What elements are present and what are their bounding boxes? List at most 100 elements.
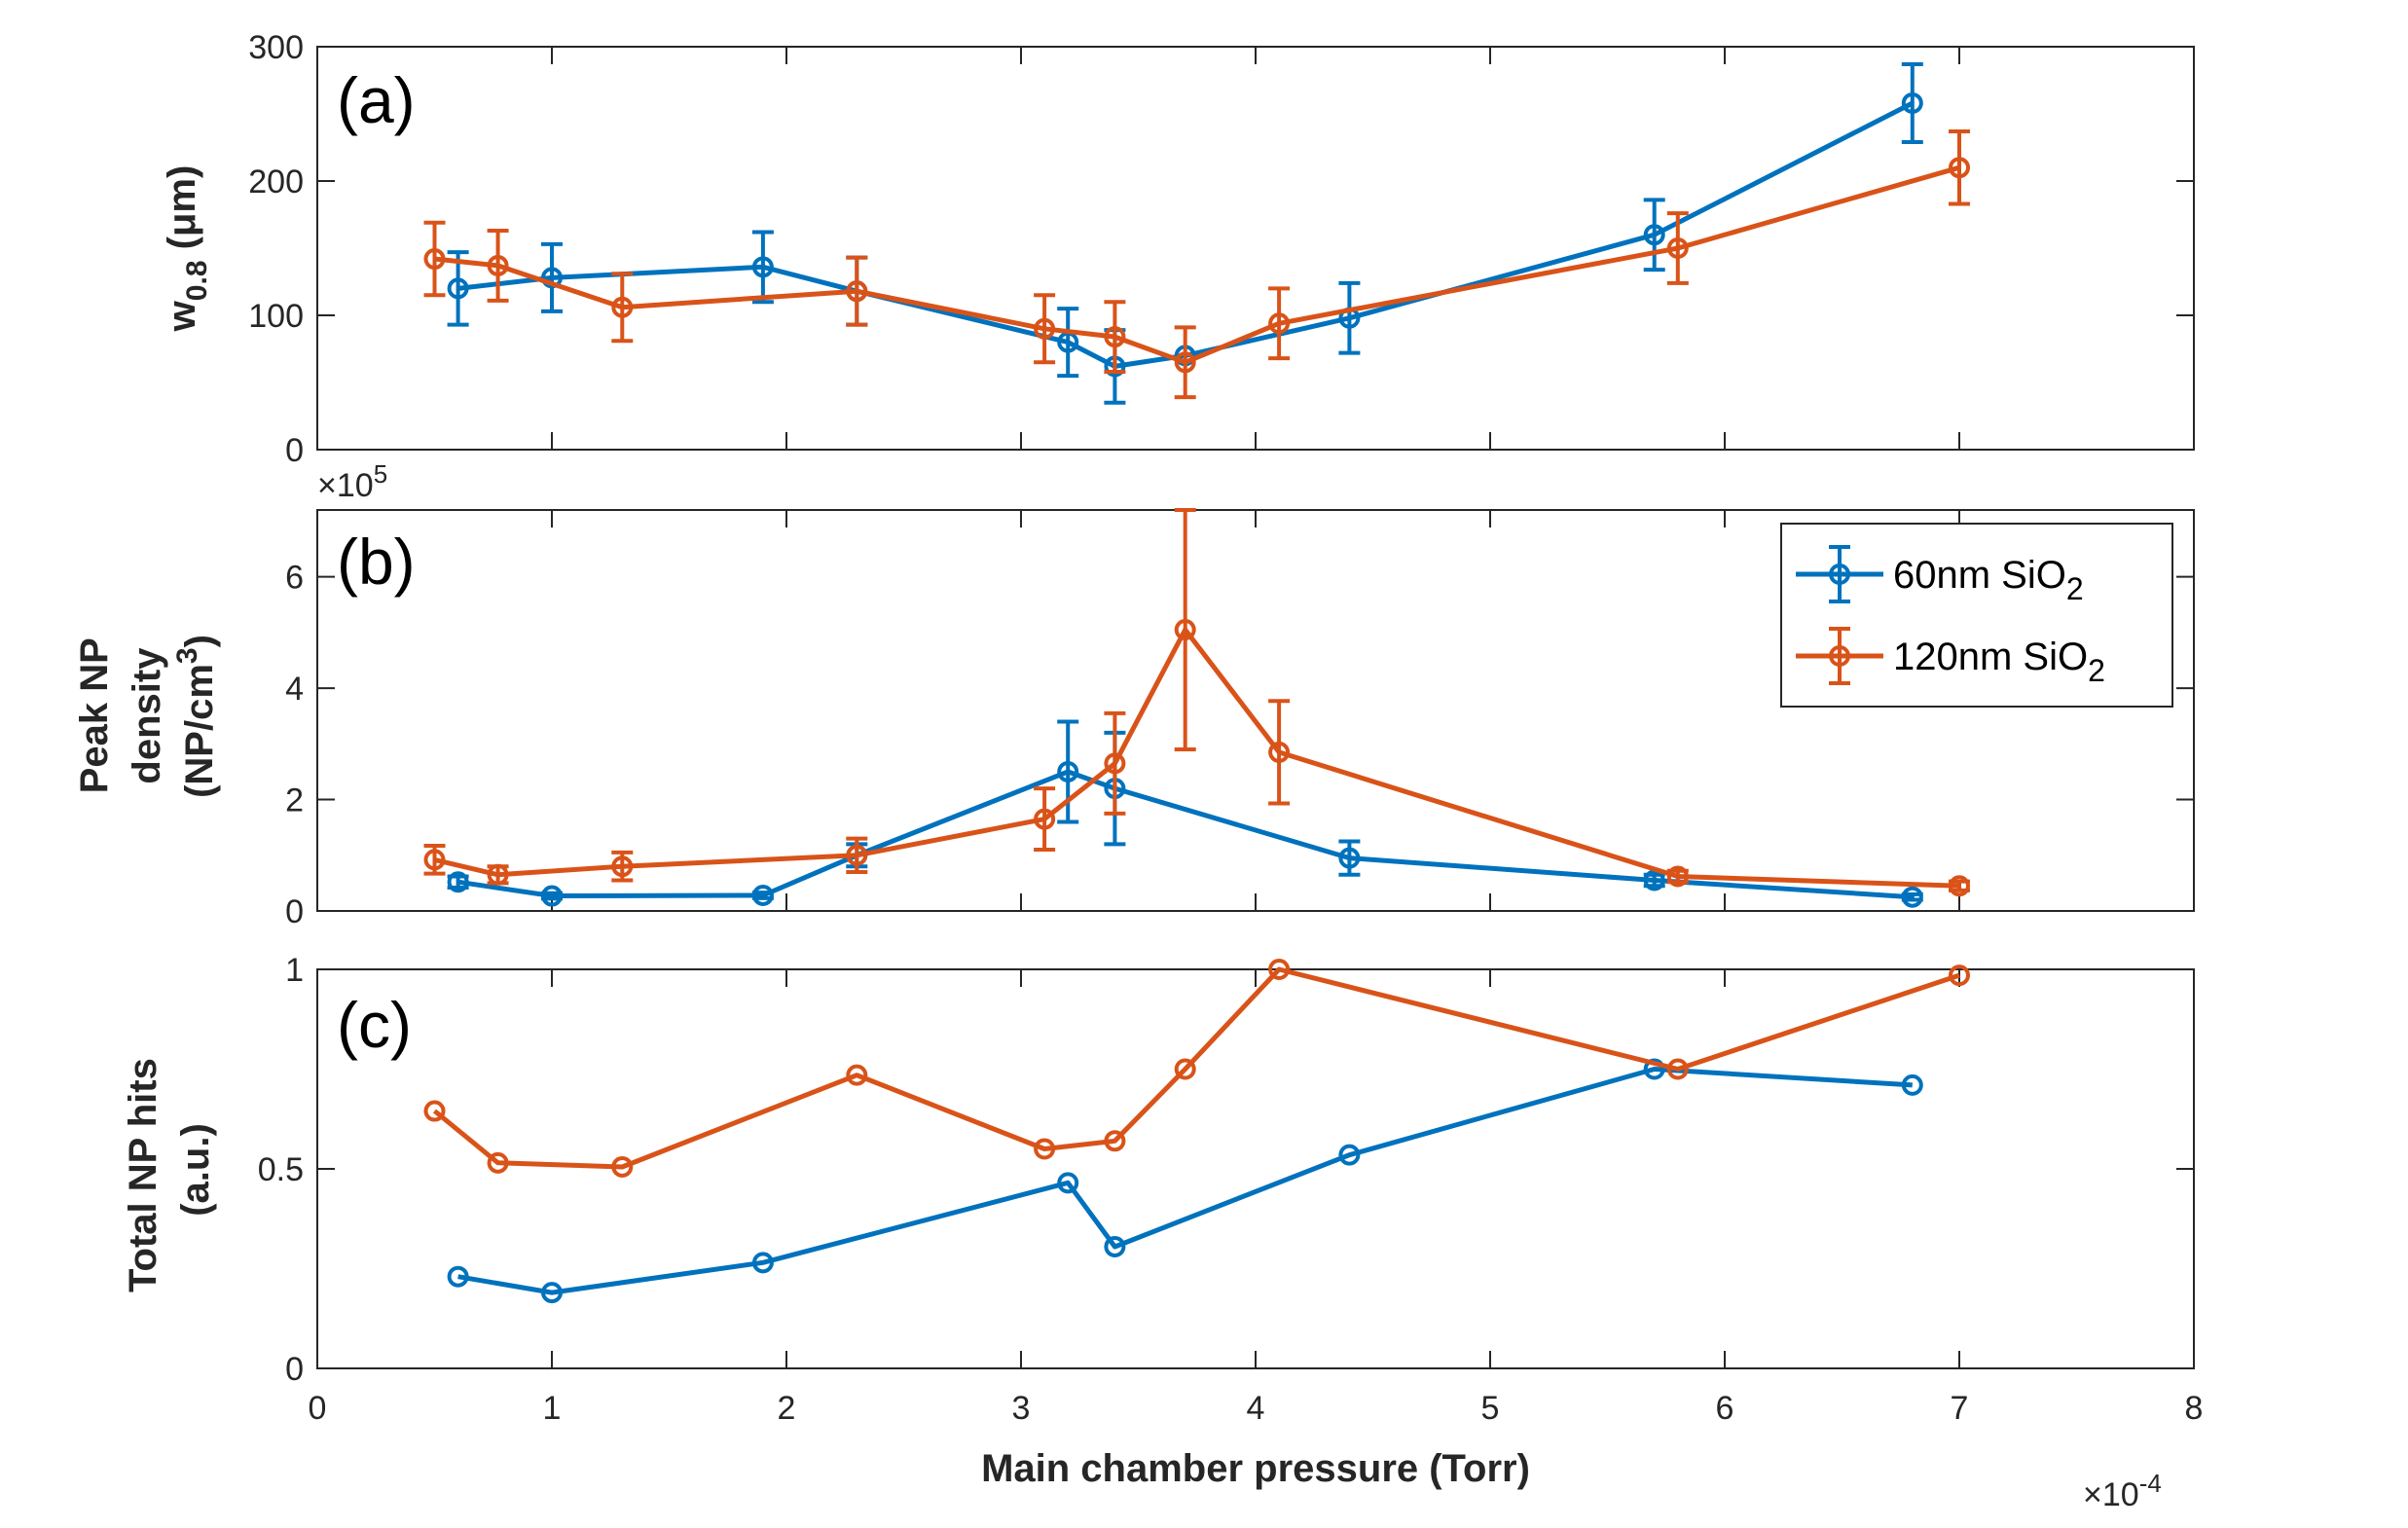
panel-b-label: (b) bbox=[337, 526, 416, 598]
legend: 60nm SiO2 120nm SiO2 bbox=[1780, 523, 2173, 708]
data-point bbox=[1666, 1058, 1689, 1080]
data-point bbox=[1104, 1130, 1126, 1152]
data-point bbox=[1034, 808, 1056, 830]
data-point bbox=[846, 1064, 868, 1086]
data-point bbox=[611, 1155, 634, 1178]
y-tick-label-b: 6 bbox=[285, 560, 304, 597]
x-tick-label: 5 bbox=[1481, 1390, 1500, 1427]
y-tick-label-a: 0 bbox=[285, 432, 304, 469]
legend-entry-120nm: 120nm SiO2 bbox=[1796, 627, 2105, 688]
data-point bbox=[423, 1100, 446, 1122]
data-point bbox=[1643, 224, 1665, 246]
data-point bbox=[1338, 847, 1361, 869]
data-point bbox=[1901, 1073, 1923, 1096]
panel-c-frame bbox=[316, 968, 2195, 1369]
data-point bbox=[1949, 157, 1970, 179]
x-tick-label: 8 bbox=[2185, 1390, 2204, 1427]
data-point bbox=[751, 256, 774, 278]
y-tick-label-b: 0 bbox=[285, 893, 304, 930]
x-tick-label: 2 bbox=[778, 1390, 796, 1427]
data-point bbox=[447, 871, 469, 893]
data-point bbox=[846, 280, 868, 303]
series-line-a-1 bbox=[434, 164, 1960, 365]
data-point bbox=[1174, 1058, 1196, 1080]
panel-a: 0 100 200 300 (a) w0.8 (μm) bbox=[161, 29, 2195, 469]
data-point bbox=[1174, 351, 1196, 374]
data-point bbox=[1268, 741, 1291, 763]
y-tick-label-a: 100 bbox=[248, 298, 304, 335]
panel-b-series bbox=[423, 508, 1970, 908]
panel-a-ticks: 0 100 200 300 bbox=[248, 29, 2195, 469]
data-point bbox=[1949, 875, 1970, 897]
data-point bbox=[1104, 326, 1126, 348]
data-point bbox=[423, 248, 446, 271]
legend-marker-60nm bbox=[1829, 564, 1850, 585]
x-tick-label: 3 bbox=[1012, 1390, 1031, 1427]
panel-a-ylabel: w0.8 (μm) bbox=[161, 165, 213, 333]
y-tick-label-c: 1 bbox=[285, 952, 304, 989]
data-point bbox=[1901, 91, 1923, 114]
data-point bbox=[1057, 1172, 1079, 1194]
data-point bbox=[751, 884, 774, 906]
series-line-a-0 bbox=[457, 100, 1914, 369]
data-point bbox=[751, 1252, 774, 1274]
data-point bbox=[1901, 886, 1923, 908]
y-tick-label-b: 4 bbox=[285, 671, 304, 708]
series-line-c-1 bbox=[432, 966, 1960, 1170]
panel-a-series bbox=[423, 61, 1970, 405]
data-point bbox=[846, 844, 868, 866]
legend-box bbox=[1780, 523, 2173, 708]
legend-entry-60nm: 60nm SiO2 bbox=[1796, 545, 2084, 606]
panel-c: 00.51 (c) Total NP hits (a.u.) bbox=[122, 952, 2195, 1388]
data-point bbox=[541, 267, 563, 289]
x-tick-label: 6 bbox=[1716, 1390, 1734, 1427]
data-point bbox=[1174, 619, 1196, 641]
data-point bbox=[541, 1282, 563, 1304]
data-point bbox=[1949, 964, 1970, 987]
data-point bbox=[447, 1265, 469, 1288]
x-tick-label: 7 bbox=[1951, 1390, 1969, 1427]
panel-c-label: (c) bbox=[337, 989, 412, 1061]
legend-marker-120nm bbox=[1829, 645, 1850, 667]
x-tick-label: 1 bbox=[543, 1390, 562, 1427]
y-tick-label-c: 0.5 bbox=[258, 1151, 304, 1188]
data-point bbox=[1338, 1144, 1361, 1166]
data-point bbox=[423, 849, 446, 871]
data-point bbox=[1666, 865, 1689, 888]
data-point bbox=[611, 296, 634, 318]
data-point bbox=[1666, 237, 1689, 259]
x-tick-label: 4 bbox=[1247, 1390, 1265, 1427]
x-axis: Main chamber pressure (Torr) ×10-4 0 1 2 3 4… bbox=[309, 1390, 2204, 1513]
x-tick-label: 0 bbox=[309, 1390, 327, 1427]
y-tick-label-a: 300 bbox=[248, 29, 304, 66]
data-point bbox=[1104, 752, 1126, 775]
data-point bbox=[1034, 317, 1056, 340]
panel-c-ticks: 00.51 bbox=[258, 952, 2195, 1388]
data-point bbox=[1268, 959, 1291, 980]
y-tick-label-a: 200 bbox=[248, 164, 304, 200]
panel-b-ylabel: Peak NP density (NP/cm3) bbox=[73, 628, 221, 798]
data-point bbox=[541, 885, 563, 907]
data-point bbox=[1268, 312, 1291, 335]
data-point bbox=[1057, 760, 1079, 782]
data-point bbox=[1104, 1235, 1126, 1257]
panel-a-label: (a) bbox=[337, 64, 416, 136]
x-axis-exponent: ×10-4 bbox=[2083, 1469, 2162, 1513]
series-line-c-0 bbox=[457, 1067, 1913, 1295]
data-point bbox=[487, 1151, 509, 1174]
data-point bbox=[447, 277, 469, 300]
y-tick-label-c: 0 bbox=[285, 1351, 304, 1388]
legend-label-60nm: 60nm SiO2 bbox=[1893, 554, 2084, 606]
data-point bbox=[487, 863, 509, 886]
panel-b: 0 2 4 6 (b) ×105 Peak NP density (NP/cm3) 6… bbox=[73, 459, 2195, 930]
panel-a-frame bbox=[316, 46, 2195, 451]
x-axis-label: Main chamber pressure (Torr) bbox=[981, 1447, 1530, 1490]
panel-c-series bbox=[423, 959, 1970, 1304]
data-point bbox=[487, 254, 509, 276]
data-point bbox=[611, 855, 634, 878]
legend-label-120nm: 120nm SiO2 bbox=[1893, 636, 2105, 688]
y-tick-label-b: 2 bbox=[285, 782, 304, 819]
data-point bbox=[1643, 1058, 1665, 1080]
panel-c-ylabel: Total NP hits (a.u.) bbox=[122, 1047, 217, 1292]
